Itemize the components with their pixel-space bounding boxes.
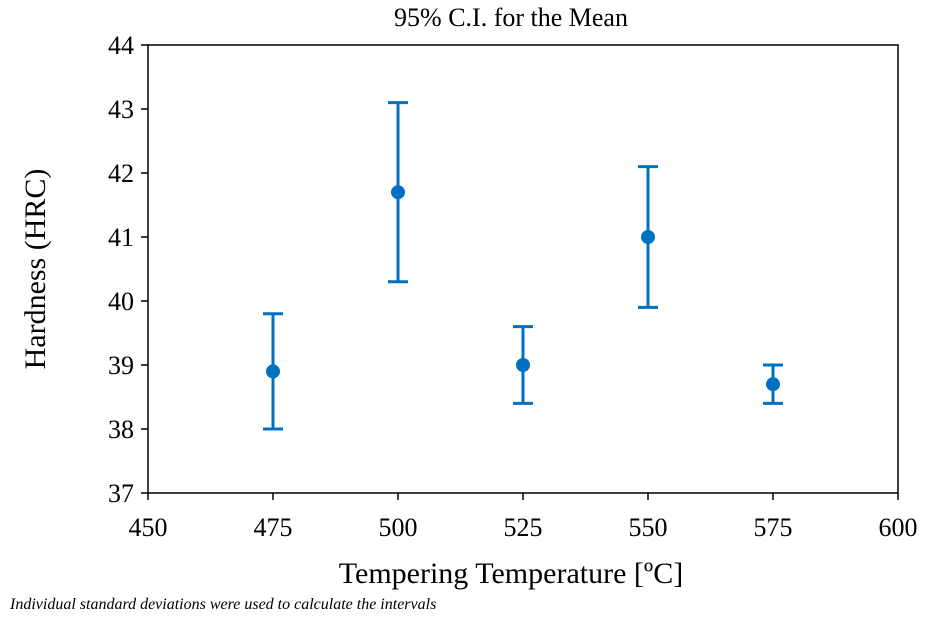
mean-point [266,364,280,379]
y-tick-label: 39 [108,351,134,380]
mean-point [516,358,530,372]
x-tick-label: 450 [129,513,168,542]
plot-area [147,44,899,494]
x-axis-label: Tempering Temperature [ºC] [339,557,683,590]
x-tick-label: 475 [254,513,293,542]
y-tick-label: 38 [108,415,134,444]
x-tick-label: 525 [504,513,543,542]
mean-point [391,185,405,200]
x-tick-label: 600 [879,513,918,542]
x-tick-label: 550 [629,513,668,542]
y-tick-label: 42 [108,159,134,188]
chart-title: 95% C.I. for the Mean [394,3,628,32]
ci-chart: 95% C.I. for the Mean 450 475 500 525 550 575… [19,3,918,590]
y-tick-label: 44 [108,31,134,60]
x-tick-label: 500 [379,513,418,542]
mean-point [766,377,780,392]
y-axis-label: Hardness (HRC) [19,169,52,370]
y-tick-label: 41 [108,223,134,252]
y-tick-label: 40 [108,287,134,316]
y-tick-label: 37 [108,479,134,508]
y-tick-label: 43 [108,95,134,124]
mean-point [641,230,655,244]
x-tick-label: 575 [754,513,793,542]
footnote: Individual standard deviations were used… [10,596,437,613]
